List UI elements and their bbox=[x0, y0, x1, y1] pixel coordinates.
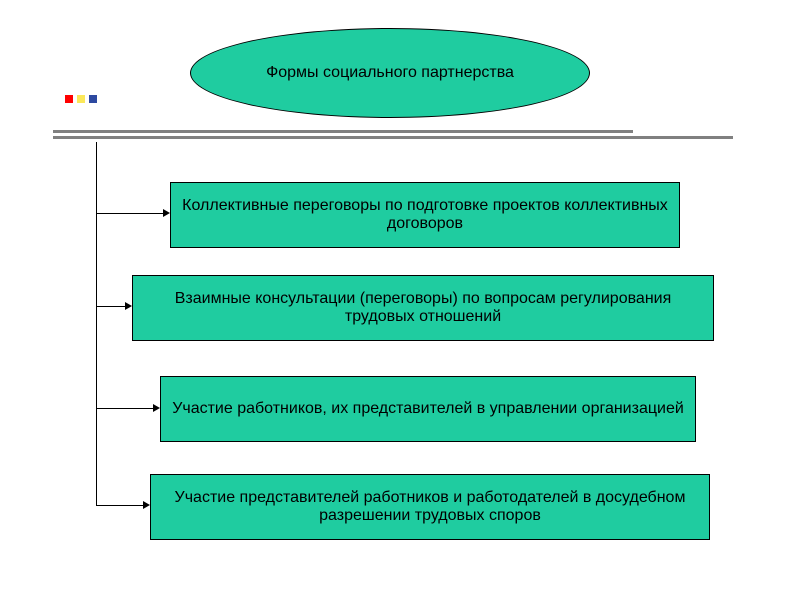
box-2-text: Взаимные консультации (переговоры) по во… bbox=[143, 290, 703, 326]
arrow-2 bbox=[125, 302, 132, 310]
arrow-4 bbox=[143, 501, 150, 509]
bullet-red bbox=[65, 95, 73, 103]
bullet-yellow bbox=[77, 95, 85, 103]
box-4: Участие представителей работников и рабо… bbox=[150, 474, 710, 540]
title-text: Формы социального партнерства bbox=[266, 64, 514, 82]
connector-branch-3 bbox=[96, 408, 153, 409]
connector-branch-4 bbox=[96, 505, 143, 506]
connector-trunk bbox=[96, 142, 97, 505]
box-3: Участие работников, их представителей в … bbox=[160, 376, 696, 442]
box-3-text: Участие работников, их представителей в … bbox=[172, 400, 684, 418]
box-1-text: Коллективные переговоры по подготовке пр… bbox=[181, 197, 669, 233]
title-ellipse: Формы социального партнерства bbox=[190, 28, 590, 118]
box-1: Коллективные переговоры по подготовке пр… bbox=[170, 182, 680, 248]
arrow-1 bbox=[163, 209, 170, 217]
box-2: Взаимные консультации (переговоры) по во… bbox=[132, 275, 714, 341]
arrow-3 bbox=[153, 404, 160, 412]
box-4-text: Участие представителей работников и рабо… bbox=[161, 489, 699, 525]
bullet-blue bbox=[89, 95, 97, 103]
diagram-canvas: { "colors": { "fill": "#1fcca0", "border… bbox=[0, 0, 800, 600]
connector-branch-1 bbox=[96, 213, 163, 214]
decor-line-2 bbox=[53, 136, 733, 139]
decor-line-1 bbox=[53, 130, 633, 133]
connector-branch-2 bbox=[96, 306, 125, 307]
